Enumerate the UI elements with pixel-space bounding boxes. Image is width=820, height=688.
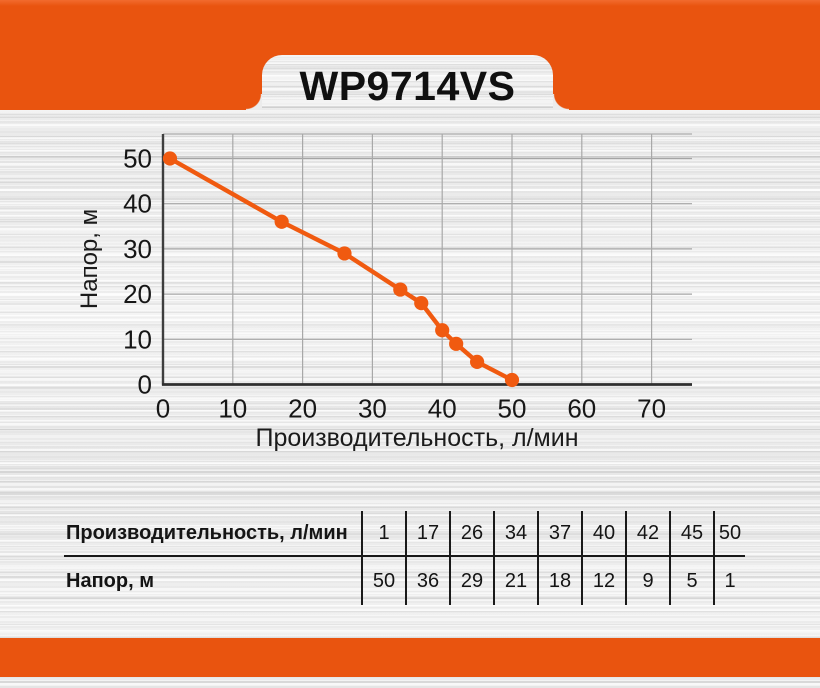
table-cell: 5 <box>669 557 713 605</box>
data-point <box>504 372 520 388</box>
table-cell: 1 <box>713 557 745 605</box>
x-tick-label: 20 <box>288 394 317 424</box>
data-point <box>470 354 485 369</box>
table-row-label: Напор, м <box>66 569 154 592</box>
x-tick-label: 50 <box>498 394 527 424</box>
pump-curve-chart: 0 10 20 30 40 50 0 10 20 30 40 50 60 70 <box>123 133 692 424</box>
table-cell: 50 <box>361 557 405 605</box>
table-cell: 50 <box>713 511 745 557</box>
title-tab: WP9714VS <box>246 55 569 110</box>
y-tick-label: 40 <box>123 189 152 219</box>
y-tick-label: 10 <box>123 324 152 354</box>
y-tick-label: 20 <box>123 279 152 309</box>
data-point <box>337 246 352 261</box>
specs-table: Производительность, л/мин 1 17 26 34 37 40 42 45… <box>64 511 745 605</box>
table-cell: 45 <box>669 511 713 557</box>
table-cell: 1 <box>361 511 405 557</box>
y-tick-label: 0 <box>138 370 152 400</box>
table-cell: 40 <box>581 511 625 557</box>
x-tick-label: 60 <box>567 394 596 424</box>
top-orange-bar: WP9714VS <box>0 0 820 110</box>
table-cell: 18 <box>537 557 581 605</box>
table-cell: 21 <box>493 557 537 605</box>
data-point <box>274 214 289 229</box>
chart-x-axis-label: Производительность, л/мин <box>255 424 579 452</box>
y-tick-label: 30 <box>123 234 152 264</box>
tab-fillet-left <box>246 94 262 110</box>
table-cell: 17 <box>405 511 449 557</box>
table-cell: 42 <box>625 511 669 557</box>
table-cell: 9 <box>625 557 669 605</box>
table-cell: 29 <box>449 557 493 605</box>
table-cell: 26 <box>449 511 493 557</box>
data-point <box>414 296 429 311</box>
y-tick-label: 50 <box>123 144 152 174</box>
table-cell: 12 <box>581 557 625 605</box>
product-title: WP9714VS <box>299 63 516 109</box>
table-cell: 34 <box>493 511 537 557</box>
table-cell: 36 <box>405 557 449 605</box>
data-point <box>393 282 408 297</box>
x-tick-label: 0 <box>156 394 170 424</box>
data-point <box>449 336 464 351</box>
chart-y-axis-label: Напор, м <box>76 208 103 310</box>
x-tick-label: 70 <box>637 394 666 424</box>
x-tick-label: 10 <box>218 394 247 424</box>
table-cell: 37 <box>537 511 581 557</box>
data-point <box>435 323 450 338</box>
x-tick-label: 30 <box>358 394 387 424</box>
bottom-orange-bar <box>0 638 820 677</box>
table-row-label: Производительность, л/мин <box>64 511 361 557</box>
tab-fillet-right <box>553 94 569 110</box>
data-point <box>162 151 178 166</box>
x-tick-label: 40 <box>428 394 457 424</box>
